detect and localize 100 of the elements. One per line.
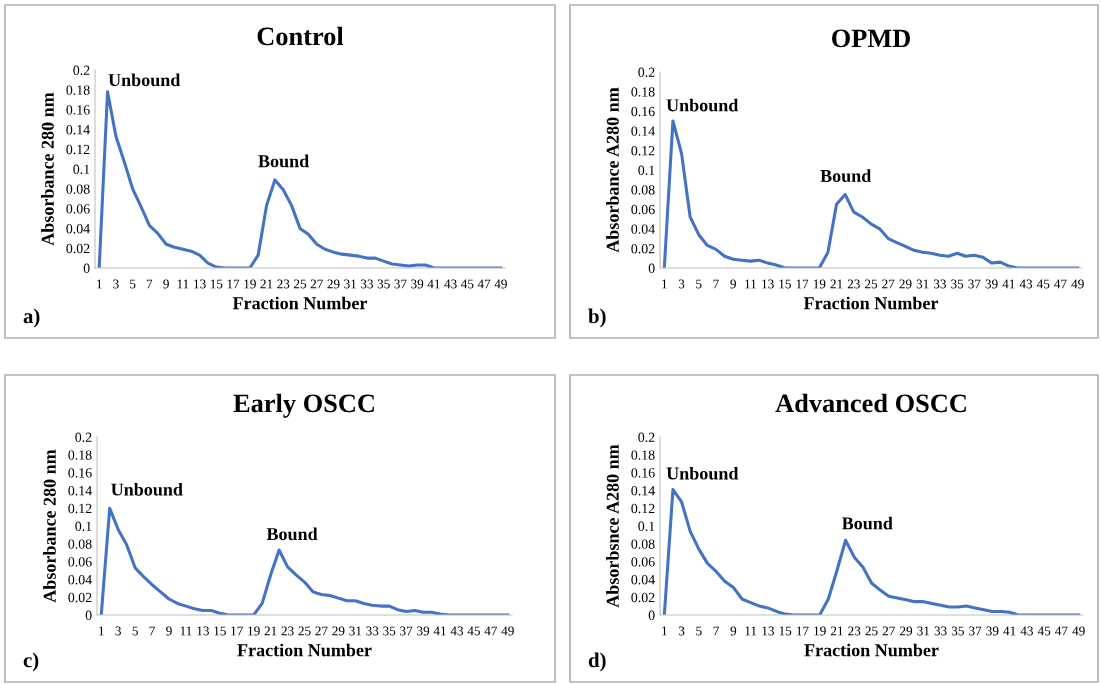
x-tick-label: 19 <box>244 279 256 289</box>
x-tick-label: 39 <box>986 626 999 636</box>
y-tick-label: 0.18 <box>66 85 90 95</box>
x-axis-title: Fraction Number <box>804 643 939 657</box>
x-tick-label: 25 <box>864 279 878 289</box>
y-tick-label: 0.12 <box>66 144 90 155</box>
x-tick-label: 45 <box>461 279 474 289</box>
annotation: Bound <box>820 169 872 183</box>
y-tick-label: 0.16 <box>631 468 655 478</box>
x-tick-label: 17 <box>796 279 809 289</box>
x-tick-label: 45 <box>467 626 480 636</box>
x-tick-label: 43 <box>1019 279 1033 289</box>
x-tick-label: 23 <box>277 279 290 289</box>
annotation: Unbound <box>108 73 181 87</box>
x-tick-label: 33 <box>933 279 946 289</box>
x-tick-label: 21 <box>830 279 843 289</box>
y-tick-label: 0.06 <box>631 204 655 215</box>
x-tick-label: 11 <box>180 626 192 636</box>
x-tick-label: 43 <box>444 279 457 289</box>
text: b) <box>588 308 606 328</box>
x-tick-label: 15 <box>210 279 223 289</box>
y-tick-label: 0.02 <box>631 592 655 603</box>
x-tick-label: 31 <box>917 626 930 636</box>
x-tick-label: 35 <box>951 626 964 636</box>
x-tick-label: 23 <box>847 279 860 289</box>
x-tick-label: 5 <box>132 626 138 636</box>
y-tick-label: 0 <box>83 263 90 273</box>
y-tick-label: 0.08 <box>68 539 92 549</box>
x-tick-label: 5 <box>130 279 136 289</box>
x-tick-label: 25 <box>298 626 311 636</box>
x-tick-label: 13 <box>762 626 774 636</box>
y-tick-label: 0.02 <box>66 243 90 254</box>
text: c) <box>23 652 39 672</box>
x-tick-label: 13 <box>197 626 209 636</box>
x-tick-label: 37 <box>400 626 413 636</box>
y-tick-label: 0.08 <box>631 539 655 549</box>
x-tick-label: 3 <box>678 626 685 636</box>
x-tick-label: 7 <box>713 279 719 289</box>
x-tick-label: 21 <box>830 626 843 636</box>
y-tick-label: 0.16 <box>631 106 655 117</box>
y-tick-label: 0.18 <box>631 450 655 460</box>
x-tick-label: 39 <box>417 626 430 636</box>
x-tick-label: 9 <box>730 626 737 636</box>
y-tick-label: 0.16 <box>66 105 90 115</box>
x-tick-label: 7 <box>713 626 720 636</box>
y-tick-label: 0.18 <box>68 450 92 460</box>
x-tick-label: 41 <box>1002 279 1015 289</box>
y-tick-label: 0.1 <box>638 521 655 532</box>
y-axis-title: Absorbance A280 nm <box>606 87 619 253</box>
x-tick-label: 13 <box>762 279 774 289</box>
chart-title: Early OSCC <box>233 393 374 418</box>
x-tick-label: 47 <box>1054 279 1067 289</box>
x-tick-label: 31 <box>349 626 362 636</box>
x-tick-label: 13 <box>194 279 206 289</box>
x-tick-label: 31 <box>916 279 929 289</box>
x-tick-label: 45 <box>1037 626 1051 636</box>
y-tick-label: 0.14 <box>68 485 92 496</box>
x-tick-label: 5 <box>696 626 702 636</box>
x-tick-label: 9 <box>730 279 736 289</box>
y-axis-title: Absorbsnce A280 nm <box>606 444 619 608</box>
text: d) <box>588 652 606 672</box>
y-tick-label: 0 <box>648 610 655 620</box>
y-tick-label: 0.08 <box>66 184 90 194</box>
y-tick-label: 0.12 <box>631 145 655 156</box>
x-axis-title: Fraction Number <box>803 296 939 310</box>
x-tick-label: 31 <box>344 279 357 289</box>
x-tick-label: 29 <box>900 626 913 636</box>
y-tick-label: 0.06 <box>66 204 90 214</box>
x-tick-label: 47 <box>484 626 498 636</box>
x-tick-label: 19 <box>814 626 826 636</box>
y-tick-label: 0.06 <box>68 557 92 567</box>
x-tick-label: 1 <box>662 279 667 289</box>
x-axis-title: Fraction Number <box>232 296 368 310</box>
x-tick-label: 49 <box>494 279 507 289</box>
x-tick-label: 37 <box>394 279 407 289</box>
x-tick-label: 25 <box>865 626 878 636</box>
x-tick-label: 9 <box>166 626 172 636</box>
y-tick-label: 0.02 <box>631 243 655 254</box>
x-tick-label: 3 <box>678 279 685 289</box>
x-tick-label: 17 <box>797 626 809 636</box>
x-tick-label: 29 <box>899 279 912 289</box>
x-tick-label: 23 <box>281 626 294 636</box>
annotation: Bound <box>266 527 318 541</box>
y-tick-label: 0 <box>648 263 655 273</box>
x-tick-label: 17 <box>227 279 240 289</box>
x-tick-label: 23 <box>848 626 861 636</box>
x-tick-label: 47 <box>1055 626 1068 636</box>
y-tick-label: 0.12 <box>631 503 655 514</box>
x-axis-title: Fraction Number <box>237 643 372 657</box>
x-tick-label: 49 <box>1072 626 1085 636</box>
annotation: Unbound <box>666 466 739 480</box>
y-axis-title: Absorbance 280 nm <box>41 92 54 246</box>
x-tick-label: 37 <box>968 279 981 289</box>
x-tick-label: 33 <box>934 626 947 636</box>
x-tick-label: 15 <box>779 626 792 636</box>
x-tick-label: 41 <box>1003 626 1016 636</box>
x-tick-label: 33 <box>366 626 379 636</box>
x-tick-label: 1 <box>662 626 667 636</box>
x-tick-label: 27 <box>315 626 328 636</box>
y-tick-label: 0.2 <box>73 65 90 76</box>
